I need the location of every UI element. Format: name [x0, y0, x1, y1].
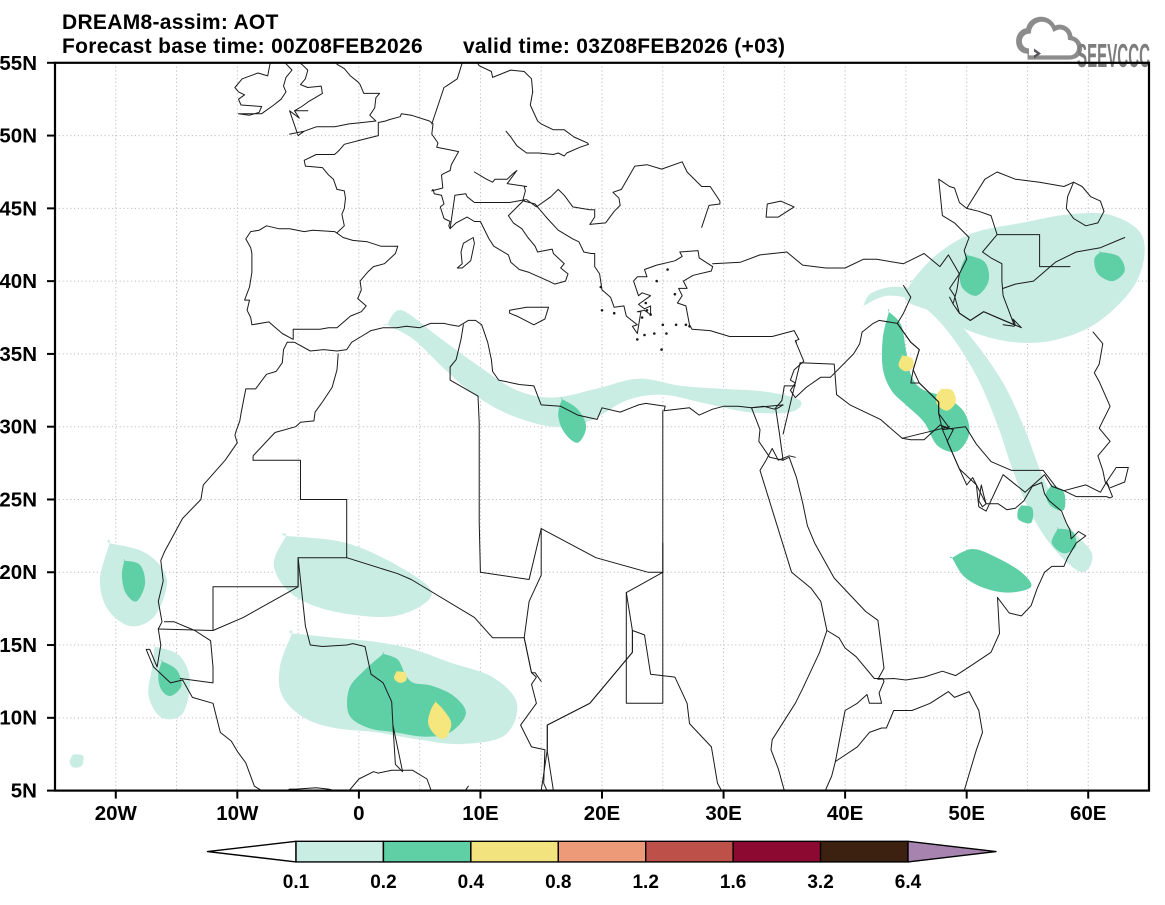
svg-text:0.1: 0.1 [283, 872, 310, 893]
svg-text:20W: 20W [95, 802, 138, 825]
svg-text:40N: 40N [0, 270, 37, 293]
svg-text:10W: 10W [216, 802, 259, 825]
svg-text:40E: 40E [827, 802, 863, 825]
svg-text:1.6: 1.6 [720, 872, 746, 893]
svg-text:50E: 50E [948, 802, 984, 825]
svg-text:25N: 25N [0, 488, 37, 511]
svg-text:3.2: 3.2 [807, 872, 833, 893]
svg-text:55N: 55N [0, 52, 37, 75]
svg-text:0.4: 0.4 [458, 872, 485, 893]
svg-text:50N: 50N [0, 125, 37, 148]
svg-text:35N: 35N [0, 343, 37, 366]
svg-text:1.2: 1.2 [632, 872, 658, 893]
svg-text:0.2: 0.2 [370, 872, 396, 893]
svg-text:20N: 20N [0, 561, 37, 584]
svg-text:15N: 15N [0, 634, 37, 657]
svg-text:6.4: 6.4 [895, 872, 922, 893]
svg-text:45N: 45N [0, 197, 37, 220]
svg-text:0: 0 [353, 802, 364, 825]
svg-text:60E: 60E [1070, 802, 1106, 825]
svg-text:0.8: 0.8 [545, 872, 571, 893]
svg-text:30E: 30E [705, 802, 741, 825]
svg-text:10N: 10N [0, 707, 37, 730]
svg-text:20E: 20E [584, 802, 620, 825]
svg-text:5N: 5N [11, 780, 37, 803]
svg-text:10E: 10E [462, 802, 498, 825]
svg-text:SEEVCCC: SEEVCCC [1077, 37, 1150, 74]
svg-text:DREAM8-assim: AOT: DREAM8-assim: AOT [62, 11, 279, 34]
svg-text:30N: 30N [0, 416, 37, 439]
